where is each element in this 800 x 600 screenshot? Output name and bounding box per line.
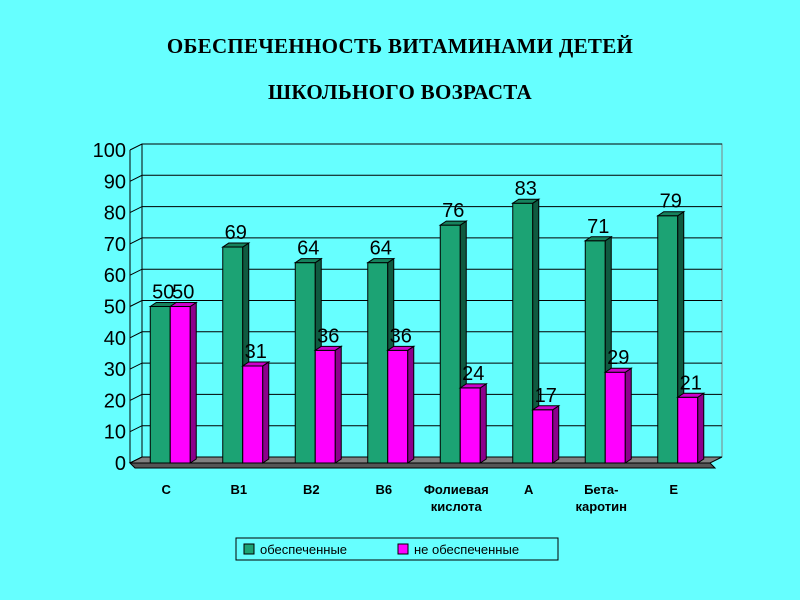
series-2-bar-side: [624, 367, 632, 464]
x-tick-label: Е: [669, 482, 678, 497]
gridline: [129, 300, 722, 307]
gridline: [129, 143, 722, 151]
y-tick-label: 100: [93, 140, 126, 162]
series-1-bar-top: [583, 236, 613, 242]
series-1-bar: [367, 262, 389, 464]
series-1-bar-top: [511, 198, 541, 204]
x-tick-label: С: [162, 482, 172, 497]
series-1-bar: [149, 306, 171, 464]
data-label: 64: [370, 238, 392, 260]
y-tick-label: 40: [104, 328, 126, 350]
y-tick-label: 70: [104, 234, 126, 256]
y-tick-label: 60: [104, 265, 126, 287]
y-tick-label: 50: [104, 297, 126, 319]
legend-swatch-1: [243, 543, 255, 555]
x-tick-label: А: [524, 482, 534, 497]
data-label: 50: [152, 282, 174, 304]
data-label: 31: [245, 341, 267, 363]
legend-swatch-2: [397, 543, 409, 555]
series-2-bar-top: [386, 345, 416, 351]
y-tick-label: 30: [104, 359, 126, 381]
series-2-bar: [242, 365, 264, 464]
series-2-bar: [387, 349, 409, 464]
gridline: [129, 268, 722, 276]
series-1-bar-top: [656, 211, 686, 217]
data-label: 76: [442, 200, 464, 222]
chart-floor-edge: [128, 462, 717, 469]
data-label: 36: [390, 325, 412, 347]
series-2-bar: [604, 371, 626, 464]
chart-title-line-1: ОБЕСПЕЧЕННОСТЬ ВИТАМИНАМИ ДЕТЕЙ: [166, 34, 634, 58]
series-2-bar-side: [189, 301, 197, 464]
series-2-bar-side: [334, 345, 342, 464]
legend-label-2: не обеспеченные: [414, 542, 519, 557]
gridline: [129, 331, 722, 339]
series-2-bar: [459, 387, 481, 464]
data-label: 50: [172, 282, 194, 304]
data-label: 21: [680, 372, 702, 394]
x-tick-label: кислота: [431, 499, 483, 514]
data-label: 79: [660, 191, 682, 213]
data-label: 36: [317, 325, 339, 347]
gridline: [129, 237, 722, 245]
series-2-bar-top: [241, 361, 271, 367]
series-1-bar: [294, 262, 316, 464]
gridline: [129, 174, 722, 182]
series-2-bar-side: [407, 345, 415, 464]
series-1-bar: [512, 202, 534, 464]
series-2-bar-side: [697, 392, 705, 464]
series-2-bar-top: [603, 367, 633, 373]
y-tick-label: 80: [104, 203, 126, 225]
series-2-bar: [677, 396, 699, 464]
series-1-bar-top: [366, 258, 396, 264]
data-label: 83: [515, 178, 537, 200]
y-tick-label: 0: [115, 453, 126, 475]
y-tick-label: 20: [104, 390, 126, 412]
series-2-bar-top: [458, 383, 488, 389]
series-2-bar: [169, 306, 191, 464]
series-1-bar-top: [221, 242, 251, 248]
legend-box: [235, 537, 559, 561]
series-2-bar: [314, 349, 336, 464]
data-label: 24: [462, 363, 484, 385]
series-2-bar-side: [479, 382, 487, 464]
series-2-bar-side: [262, 361, 270, 464]
data-label: 71: [587, 216, 609, 238]
chart-floor: [129, 456, 723, 464]
x-tick-label: В6: [375, 482, 392, 497]
data-label: 64: [297, 238, 319, 260]
x-tick-label: В2: [303, 482, 320, 497]
series-1-bar: [222, 246, 244, 464]
x-tick-label: В1: [230, 482, 247, 497]
series-2-bar-side: [552, 404, 560, 464]
series-1-bar: [584, 240, 606, 464]
series-1-bar-top: [438, 220, 468, 226]
y-tick-label: 10: [104, 422, 126, 444]
gridline: [129, 206, 722, 214]
series-1-bar: [657, 215, 679, 464]
data-label: 69: [225, 222, 247, 244]
legend-label-1: обеспеченные: [260, 542, 347, 557]
series-2-bar-top: [313, 345, 343, 351]
x-tick-label: Фолиевая: [424, 482, 489, 497]
data-label: 17: [535, 385, 557, 407]
data-label: 29: [607, 347, 629, 369]
gridline: [129, 362, 722, 370]
series-2-bar-top: [168, 302, 198, 307]
gridline: [129, 425, 722, 433]
series-1-bar: [439, 224, 461, 464]
series-2-bar: [532, 409, 554, 464]
x-tick-label: Бета-: [584, 482, 618, 497]
series-2-bar-top: [531, 405, 561, 411]
series-1-bar-top: [293, 258, 323, 264]
chart-title-line-2: ШКОЛЬНОГО ВОЗРАСТА: [267, 80, 533, 104]
x-tick-label: каротин: [575, 499, 627, 514]
series-2-bar-top: [676, 392, 706, 398]
y-tick-label: 90: [104, 171, 126, 193]
gridline: [129, 393, 722, 401]
